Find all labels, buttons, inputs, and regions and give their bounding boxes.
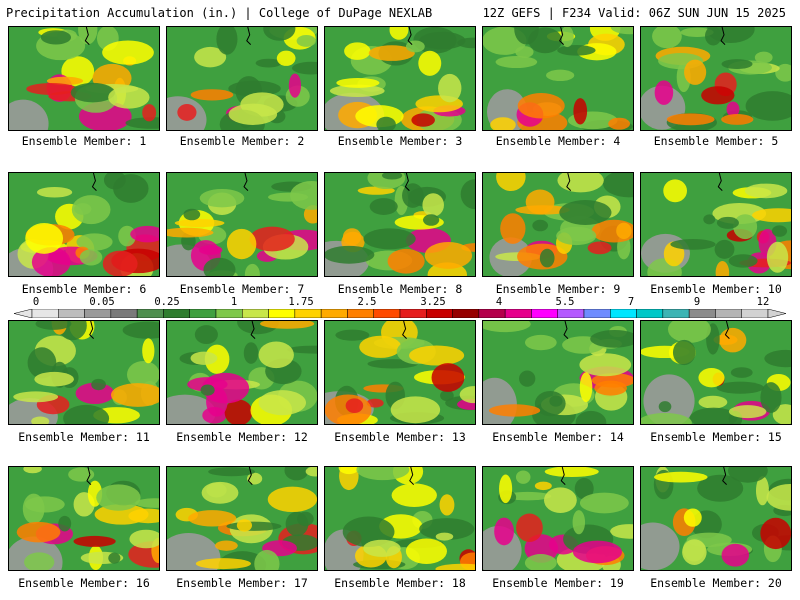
scale-label: 2.5 — [357, 296, 377, 308]
color-scale-bar — [14, 309, 786, 318]
ensemble-map-panel — [324, 172, 476, 277]
ensemble-member-label: Ensemble Member: 16 — [18, 576, 150, 590]
ensemble-map-panel — [166, 466, 318, 571]
ensemble-member-label: Ensemble Member: 15 — [650, 430, 782, 444]
ensemble-map-panel — [324, 466, 476, 571]
scale-arrow-high — [767, 309, 786, 318]
scale-label: 5.5 — [555, 296, 575, 308]
ensemble-map-panel — [8, 172, 160, 277]
scale-swatch — [58, 309, 85, 318]
ensemble-member-label: Ensemble Member: 10 — [650, 282, 782, 296]
scale-swatch — [583, 309, 611, 318]
scale-swatch — [399, 309, 427, 318]
ensemble-map-panel — [166, 320, 318, 425]
ensemble-map-panel — [324, 26, 476, 131]
ensemble-member-label: Ensemble Member: 7 — [179, 282, 305, 296]
scale-label: 9 — [693, 296, 701, 308]
scale-swatch — [294, 309, 322, 318]
scale-swatch — [426, 309, 453, 318]
scale-swatch — [715, 309, 742, 318]
ensemble-member-label: Ensemble Member: 20 — [650, 576, 782, 590]
scale-swatch — [136, 309, 164, 318]
scale-swatch — [189, 309, 217, 318]
ensemble-map-panel — [640, 172, 792, 277]
scale-swatch — [688, 309, 716, 318]
scale-swatch — [504, 309, 532, 318]
ensemble-member-label: Ensemble Member: 14 — [492, 430, 624, 444]
ensemble-map-panel — [8, 26, 160, 131]
ensemble-map-panel — [324, 320, 476, 425]
scale-swatch — [215, 309, 243, 318]
scale-swatch — [636, 309, 664, 318]
ensemble-member-label: Ensemble Member: 1 — [21, 134, 147, 148]
ensemble-map-panel — [482, 26, 634, 131]
scale-swatch — [347, 309, 374, 318]
ensemble-member-label: Ensemble Member: 3 — [337, 134, 463, 148]
scale-arrow-low — [14, 309, 33, 318]
ensemble-member-label: Ensemble Member: 11 — [18, 430, 150, 444]
scale-swatch — [242, 309, 269, 318]
ensemble-member-label: Ensemble Member: 4 — [495, 134, 621, 148]
scale-swatch — [268, 309, 296, 318]
scale-swatch — [610, 309, 637, 318]
ensemble-member-label: Ensemble Member: 9 — [495, 282, 621, 296]
ensemble-member-label: Ensemble Member: 8 — [337, 282, 463, 296]
scale-swatch — [31, 309, 59, 318]
run-valid-time: 12Z GEFS | F234 Valid: 06Z SUN JUN 15 20… — [482, 6, 786, 20]
scale-swatch — [163, 309, 190, 318]
map-title: Precipitation Accumulation (in.) | Colle… — [6, 6, 433, 20]
ensemble-map-panel — [640, 466, 792, 571]
scale-swatch — [662, 309, 690, 318]
ensemble-member-label: Ensemble Member: 17 — [176, 576, 308, 590]
ensemble-map-panel — [8, 466, 160, 571]
scale-label: 4 — [495, 296, 503, 308]
color-scale-labels: 0 0.05 0.25 1 1.75 2.5 3.25 4 5.5 7 9 12 — [0, 296, 800, 308]
scale-swatch — [741, 309, 769, 318]
scale-label: 0.25 — [154, 296, 180, 308]
scale-swatch — [531, 309, 558, 318]
ensemble-map-panel — [640, 26, 792, 131]
ensemble-map-panel — [8, 320, 160, 425]
ensemble-map-panel — [482, 466, 634, 571]
ensemble-map-panel — [482, 172, 634, 277]
scale-swatch — [320, 309, 348, 318]
ensemble-member-label: Ensemble Member: 19 — [492, 576, 624, 590]
ensemble-member-label: Ensemble Member: 6 — [21, 282, 147, 296]
scale-swatch — [478, 309, 506, 318]
ensemble-map-panel — [166, 172, 318, 277]
ensemble-member-label: Ensemble Member: 18 — [334, 576, 466, 590]
scale-label: 0.05 — [89, 296, 115, 308]
ensemble-member-label: Ensemble Member: 13 — [334, 430, 466, 444]
scale-label: 7 — [627, 296, 635, 308]
scale-swatch — [557, 309, 585, 318]
ensemble-member-label: Ensemble Member: 2 — [179, 134, 305, 148]
scale-swatch — [84, 309, 112, 318]
scale-label: 3.25 — [420, 296, 446, 308]
ensemble-map-panel — [166, 26, 318, 131]
scale-swatch — [110, 309, 138, 318]
scale-swatch — [373, 309, 401, 318]
scale-label: 0 — [32, 296, 40, 308]
ensemble-map-panel — [640, 320, 792, 425]
scale-label: 1 — [230, 296, 238, 308]
scale-label: 1.75 — [288, 296, 314, 308]
ensemble-member-label: Ensemble Member: 5 — [653, 134, 779, 148]
scale-label: 12 — [756, 296, 770, 308]
scale-swatch — [452, 309, 480, 318]
ensemble-member-label: Ensemble Member: 12 — [176, 430, 308, 444]
ensemble-map-panel — [482, 320, 634, 425]
